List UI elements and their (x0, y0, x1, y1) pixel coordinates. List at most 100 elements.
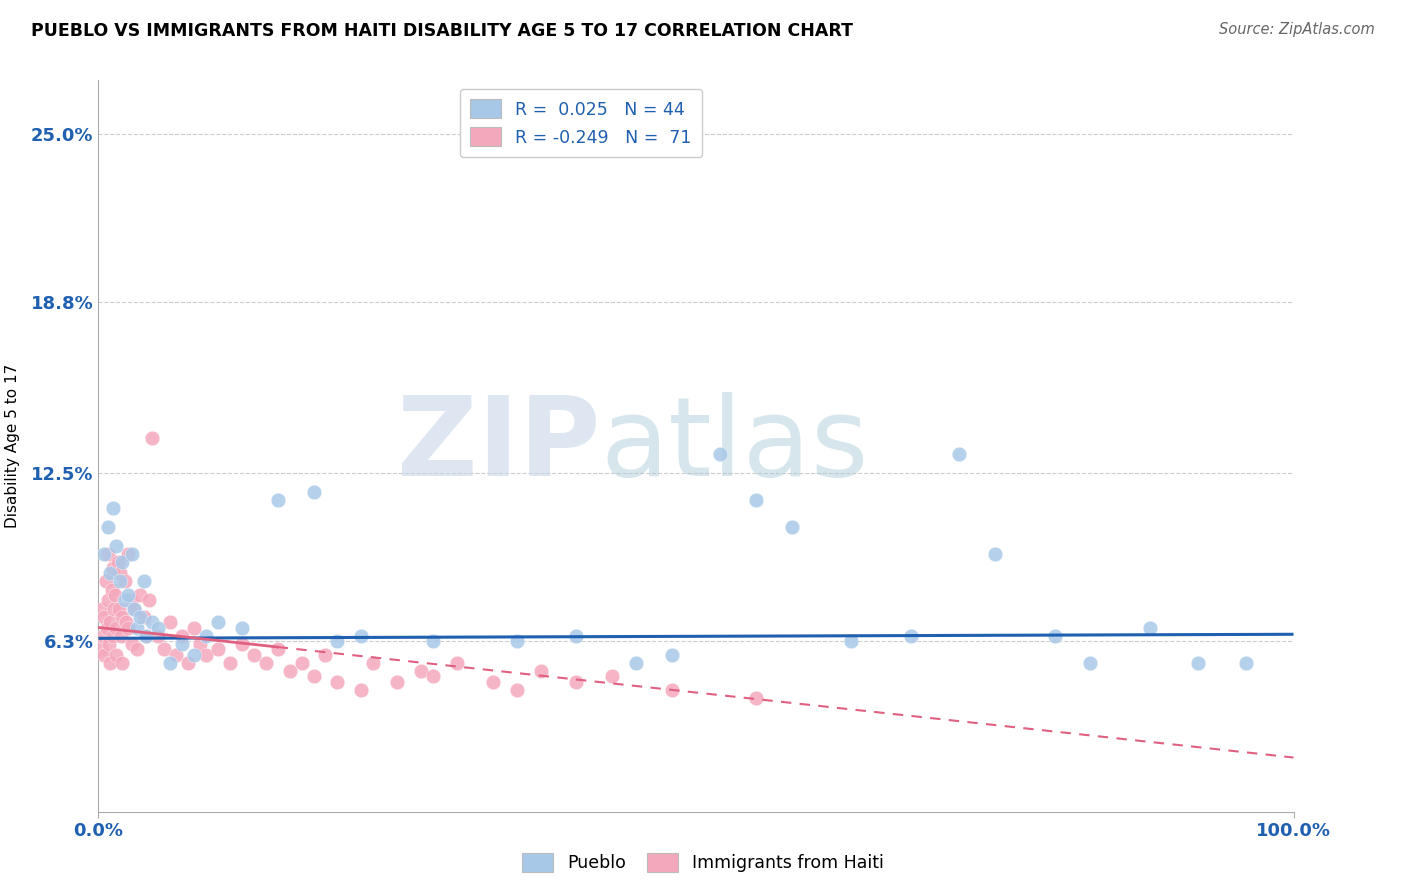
Point (661, 682, 683, 697)
Point (422, 634, 444, 648)
Point (506, 682, 529, 697)
Point (302, 669, 325, 683)
Point (530, 664, 553, 678)
Point (117, 620, 139, 634)
Point (97, 593, 120, 607)
Text: atlas: atlas (600, 392, 869, 500)
Point (104, 588, 127, 602)
Point (93, 648, 115, 662)
Point (984, 547, 1007, 561)
Point (135, 629, 157, 643)
Point (90, 642, 112, 657)
Point (602, 669, 624, 683)
Point (124, 601, 146, 615)
Point (177, 656, 200, 670)
Point (141, 615, 163, 629)
Point (1187, 656, 1209, 670)
Point (101, 629, 124, 643)
Legend: Pueblo, Immigrants from Haiti: Pueblo, Immigrants from Haiti (515, 846, 891, 879)
Y-axis label: Disability Age 5 to 17: Disability Age 5 to 17 (4, 364, 20, 528)
Point (105, 539, 128, 553)
Point (117, 588, 139, 602)
Point (195, 648, 218, 662)
Point (565, 674, 588, 689)
Point (97, 520, 120, 534)
Point (101, 561, 124, 575)
Point (411, 664, 433, 678)
Point (121, 547, 143, 561)
Text: ZIP: ZIP (396, 392, 600, 500)
Point (121, 637, 143, 651)
Point (291, 656, 314, 670)
Point (254, 656, 277, 670)
Point (626, 656, 648, 670)
Point (350, 682, 373, 697)
Legend: R =  0.025   N = 44, R = -0.249   N =  71: R = 0.025 N = 44, R = -0.249 N = 71 (460, 89, 702, 157)
Point (135, 629, 157, 643)
Point (267, 493, 290, 508)
Point (132, 574, 155, 589)
Point (1080, 656, 1102, 670)
Point (183, 648, 205, 662)
Point (100, 582, 122, 597)
Point (159, 615, 181, 629)
Point (153, 642, 176, 657)
Point (111, 556, 134, 570)
Point (183, 620, 205, 634)
Point (780, 520, 803, 534)
Point (172, 637, 194, 651)
Point (506, 634, 529, 648)
Point (900, 629, 922, 643)
Point (482, 674, 505, 689)
Point (565, 629, 588, 643)
Point (138, 593, 160, 607)
Point (98, 566, 122, 581)
Point (207, 615, 229, 629)
Point (91, 601, 114, 615)
Text: Source: ZipAtlas.com: Source: ZipAtlas.com (1219, 22, 1375, 37)
Point (98, 615, 122, 629)
Point (159, 656, 181, 670)
Point (117, 547, 139, 561)
Point (114, 574, 136, 589)
Point (94, 574, 117, 589)
Point (93, 609, 115, 624)
Point (129, 588, 152, 602)
Point (231, 637, 253, 651)
Point (745, 493, 768, 508)
Point (91, 629, 114, 643)
Point (96, 620, 118, 634)
Point (108, 566, 131, 581)
Point (101, 501, 124, 516)
Point (948, 447, 970, 461)
Point (385, 674, 409, 689)
Text: PUEBLO VS IMMIGRANTS FROM HAITI DISABILITY AGE 5 TO 17 CORRELATION CHART: PUEBLO VS IMMIGRANTS FROM HAITI DISABILI… (31, 22, 853, 40)
Point (165, 648, 187, 662)
Point (745, 690, 768, 705)
Point (243, 648, 266, 662)
Point (114, 593, 136, 607)
Point (141, 431, 163, 445)
Point (108, 574, 131, 589)
Point (148, 629, 170, 643)
Point (422, 669, 444, 683)
Point (315, 648, 337, 662)
Point (231, 620, 253, 634)
Point (363, 656, 385, 670)
Point (326, 634, 349, 648)
Point (111, 656, 134, 670)
Point (125, 642, 148, 657)
Point (709, 447, 731, 461)
Point (97, 547, 120, 561)
Point (105, 648, 128, 662)
Point (111, 609, 134, 624)
Point (841, 634, 863, 648)
Point (278, 664, 301, 678)
Point (129, 609, 152, 624)
Point (110, 629, 132, 643)
Point (446, 656, 468, 670)
Point (107, 556, 129, 570)
Point (115, 615, 138, 629)
Point (350, 629, 373, 643)
Point (267, 642, 290, 657)
